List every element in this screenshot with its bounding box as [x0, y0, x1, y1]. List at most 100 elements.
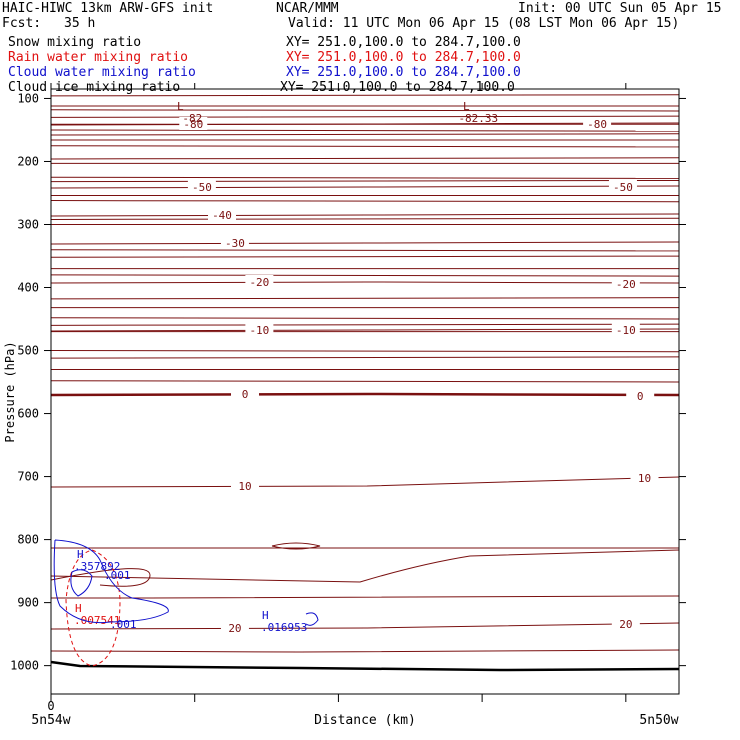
isotherm-label-bg-0-1: [583, 117, 612, 130]
isotherm-label-bg-7-1: [630, 471, 659, 484]
level-line-0: [50, 94, 680, 97]
isotherm-lowlevel-a: [50, 549, 680, 583]
init-time: Init: 00 UTC Sun 05 Apr 15: [518, 1, 722, 16]
isotherm--10: [50, 328, 680, 332]
isotherm-label-20-1: 20: [619, 618, 632, 631]
y-tick-label-200: 200: [17, 154, 39, 168]
level-line-8: [50, 145, 680, 148]
y-tick-label-600: 600: [17, 407, 39, 421]
isotherm-label-bg-1-0: [187, 180, 216, 193]
ground-surface-line: [50, 660, 680, 672]
level-line-14: [50, 200, 680, 203]
level-line-11: [50, 176, 680, 179]
level-line-2: [50, 109, 680, 112]
isotherm-label-bg-7-0: [231, 479, 260, 492]
isotherm-label--80-1: -80: [587, 118, 607, 131]
level-line-12: [50, 179, 680, 183]
field-name-cloud-ice: Cloud ice mixing ratio: [8, 80, 181, 95]
isotherm-label--40-0: -40: [212, 209, 232, 222]
isotherm--20: [50, 281, 680, 284]
isotherm--40: [50, 213, 680, 217]
cloud-water-contour-label-a: .001: [104, 569, 131, 582]
isotherm-label-bg-8-1: [611, 617, 640, 630]
isotherm-label--50-0: -50: [192, 181, 212, 194]
y-tick-label-400: 400: [17, 281, 39, 295]
isotherm--80: [50, 122, 680, 126]
isotherm-label-0-0: 0: [242, 388, 249, 401]
field-xy-cloud-ice: XY= 251.0,100.0 to 284.7,100.0: [280, 80, 515, 95]
level-line-17: [50, 249, 680, 252]
y-tick-label-900: 900: [17, 596, 39, 610]
isotherm-0: [50, 392, 680, 397]
cloud-water-contour-a: [53, 539, 169, 624]
isotherm-label--80-0: -80: [183, 118, 203, 131]
surface-line: [50, 660, 680, 672]
isotherm-label-bg-5-0: [245, 323, 274, 336]
level-line-3: [50, 115, 680, 118]
field-xy-cloud-water: XY= 251.0,100.0 to 284.7,100.0: [286, 65, 521, 80]
extremum-type-1: L: [463, 100, 470, 113]
isotherm-label--20-0: -20: [249, 276, 269, 289]
isotherm-label-bg-5-1: [611, 323, 640, 336]
isotherm-lowlevel-c: [51, 595, 680, 599]
isotherm-label-bg-0-0: [179, 117, 208, 130]
cloud-water-max-label-b: H: [262, 609, 269, 622]
y-tick-label-300: 300: [17, 217, 39, 231]
isotherm-label-bg-4-1: [611, 277, 640, 290]
field-name-snow: Snow mixing ratio: [8, 35, 142, 50]
isotherm-label-bg-2-0: [208, 208, 237, 221]
isotherm-label-bg-6-1: [626, 389, 655, 402]
x-tick-label-0: 0: [47, 699, 54, 713]
level-line-5: [50, 129, 680, 132]
isotherm-label--10-1: -10: [616, 324, 636, 337]
isotherm-label-10-1: 10: [638, 472, 651, 485]
cloud-water-max-value-b: .016953: [261, 621, 307, 634]
isotherm-20: [50, 622, 680, 630]
rain-water-max-label: H: [75, 602, 82, 615]
y-tick-label-1000: 1000: [10, 659, 39, 673]
forecast-label: Fcst:: [2, 16, 42, 31]
level-line-6: [50, 133, 680, 136]
isotherm-label-10-0: 10: [238, 480, 251, 493]
level-line-9: [50, 157, 680, 160]
isotherm--50: [50, 185, 680, 189]
center-name: NCAR/MMM: [276, 1, 339, 16]
forecast-hours: 35 h: [64, 16, 96, 31]
isotherm-closed-small: [271, 542, 321, 550]
isotherm-label--50-1: -50: [613, 181, 633, 194]
field-name-cloud-water: Cloud water mixing ratio: [8, 65, 196, 80]
cloud-water-contour-label-a2: .001: [110, 618, 137, 631]
model-title: HAIC-HIWC 13km ARW-GFS init: [2, 1, 214, 16]
isotherm-lowlevel-d: [50, 649, 680, 653]
level-line-18: [50, 255, 680, 258]
valid-time: Valid: 11 UTC Mon 06 Apr 15 (08 LST Mon …: [288, 16, 680, 31]
level-line-24: [50, 323, 680, 326]
level-line-23: [50, 317, 680, 320]
isotherm-label--10-0: -10: [249, 324, 269, 337]
temperature-isotherms: [50, 94, 680, 653]
y-axis-label: Pressure (hPa): [3, 341, 17, 442]
y-tick-label-800: 800: [17, 533, 39, 547]
plot-frame: [50, 88, 680, 695]
isotherm-label--20-1: -20: [616, 278, 636, 291]
isotherm-bulge: [50, 568, 151, 587]
isotherm-label-bg-1-1: [608, 180, 637, 193]
x-end-label-right: 5n50w: [639, 713, 678, 728]
contour-labels: -80 -80 -50 -50 -40 -30 -20 -20 -10 -10 0 0 10 10 20 20…: [177, 100, 659, 635]
isotherm-label--30-0: -30: [225, 237, 245, 250]
level-line-27: [50, 356, 680, 359]
extremum-value-0: -82: [182, 112, 202, 125]
cloud-water-max-label-a: H: [77, 548, 84, 561]
isotherm--30: [50, 241, 680, 245]
x-axis-label: Distance (km): [314, 713, 416, 728]
x-end-label-left: 5n54w: [31, 713, 70, 728]
isotherm-10: [50, 476, 680, 488]
rain-water-max-value: .007541: [74, 614, 120, 627]
y-tick-label-500: 500: [17, 344, 39, 358]
extremum-value-1: -82.33: [458, 112, 498, 125]
level-line-20: [50, 274, 680, 277]
level-line-26: [50, 350, 680, 353]
